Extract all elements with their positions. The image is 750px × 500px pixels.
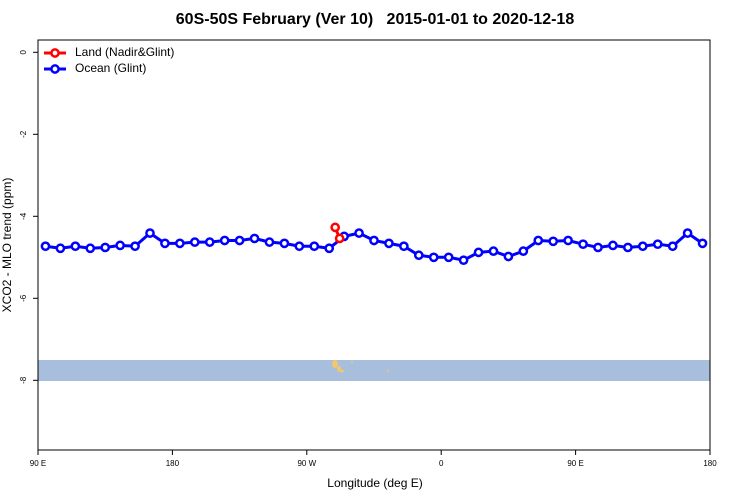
point (219, 235, 230, 246)
point (384, 238, 394, 249)
point (160, 238, 170, 249)
point (488, 246, 499, 256)
point (563, 235, 573, 246)
point (652, 239, 663, 250)
x-tick-label: 90 W (297, 459, 316, 468)
point (533, 235, 544, 246)
y-tick-label: 0 (19, 50, 28, 55)
y-tick-label: -4 (19, 212, 28, 220)
point (264, 237, 275, 247)
point (369, 235, 379, 246)
point (518, 246, 529, 256)
point (354, 228, 364, 238)
x-tick-label: 180 (166, 459, 180, 468)
plot-frame (37, 39, 711, 451)
chart-title: 60S-50S February (Ver 10) 2015-01-01 to … (176, 11, 575, 28)
point (503, 251, 514, 262)
point (100, 242, 111, 253)
map-strip (38, 360, 710, 381)
legend-marker (50, 64, 60, 74)
x-tick-label: 90 E (567, 459, 583, 468)
y-tick-label: -8 (19, 376, 28, 384)
point (697, 238, 708, 249)
point (130, 241, 140, 252)
point (234, 235, 245, 246)
point (115, 240, 125, 251)
point (309, 241, 320, 252)
land-blobs (332, 360, 389, 373)
legend-label: Land (Nadir&Glint) (75, 45, 174, 59)
point (145, 228, 155, 238)
point (399, 241, 409, 252)
point (204, 237, 215, 247)
point (608, 240, 618, 251)
point (578, 239, 588, 250)
point (682, 228, 693, 238)
y-tick-label: -2 (19, 130, 28, 138)
point (70, 241, 81, 252)
point (324, 243, 335, 254)
legend-label: Ocean (Glint) (75, 61, 146, 75)
point (428, 252, 439, 263)
x-tick-label: 90 E (30, 459, 46, 468)
x-axis-label: Longitude (deg E) (327, 476, 422, 490)
point (473, 247, 484, 258)
point (330, 222, 341, 233)
point (334, 233, 345, 244)
point (279, 238, 290, 249)
point (593, 242, 603, 253)
x-tick-label: 180 (703, 459, 717, 468)
y-axis-label: XCO2 - MLO trend (ppm) (0, 178, 14, 313)
point (189, 237, 200, 247)
point (55, 243, 66, 254)
point (249, 233, 260, 244)
y-tick-label: -6 (19, 294, 28, 302)
point (413, 250, 424, 261)
point (458, 255, 469, 266)
point (548, 236, 559, 247)
x-tick-label: 0 (439, 459, 444, 468)
legend-marker (50, 48, 60, 58)
point (85, 243, 96, 254)
point (623, 242, 633, 253)
point (443, 252, 454, 263)
point (637, 241, 648, 252)
point (667, 241, 678, 252)
point (294, 241, 305, 252)
point (175, 238, 185, 249)
point (40, 241, 51, 252)
